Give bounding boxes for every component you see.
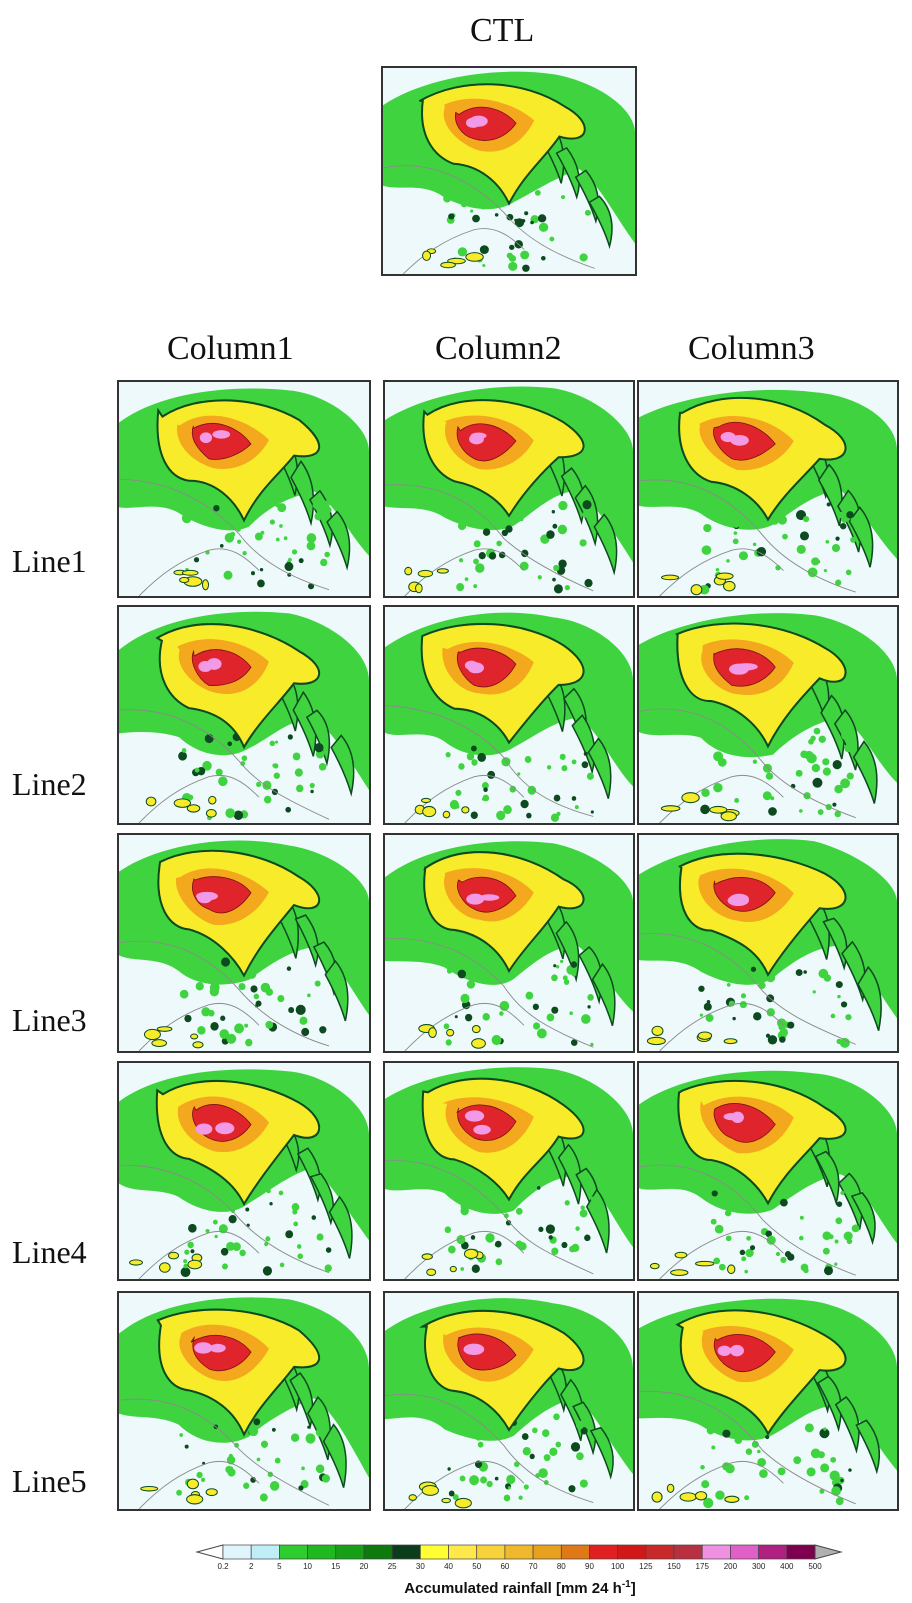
colorbar-bin bbox=[419, 1544, 449, 1560]
colorbar-tick-label: 150 bbox=[667, 1562, 681, 1571]
colorbar-left-arrow bbox=[195, 1544, 224, 1560]
row-label-1: Line1 bbox=[12, 543, 87, 579]
panel-line1-column3 bbox=[637, 380, 899, 598]
row-label-5: Line5 bbox=[12, 1463, 87, 1499]
colorbar-tick-label: 100 bbox=[611, 1562, 625, 1571]
colorbar: 0.2 2 5 10 15 20 25 30 40 50 60 70 80 90 100 125 150 175 2… bbox=[195, 1544, 843, 1597]
colorbar-tick-label: 30 bbox=[416, 1562, 425, 1571]
column-title-2: Column2 bbox=[435, 330, 562, 367]
colorbar-bin bbox=[279, 1544, 308, 1560]
colorbar-tick-label: 70 bbox=[529, 1562, 538, 1571]
colorbar-bin bbox=[391, 1544, 421, 1560]
colorbar-tick-label: 90 bbox=[585, 1562, 594, 1571]
colorbar-tick-label: 40 bbox=[444, 1562, 453, 1571]
colorbar-bin bbox=[448, 1544, 478, 1560]
colorbar-bin bbox=[758, 1544, 788, 1560]
colorbar-tick-label: 25 bbox=[388, 1562, 397, 1571]
colorbar-right-arrow bbox=[814, 1544, 843, 1560]
colorbar-bin bbox=[504, 1544, 534, 1560]
ctl-panel bbox=[381, 66, 637, 276]
colorbar-tick-label: 0.2 bbox=[217, 1562, 229, 1571]
colorbar-bin bbox=[476, 1544, 506, 1560]
colorbar-bin bbox=[335, 1544, 365, 1560]
colorbar-bin bbox=[645, 1544, 675, 1560]
colorbar-bin bbox=[363, 1544, 393, 1560]
colorbar-tick-label: 175 bbox=[696, 1562, 710, 1571]
panel-line4-column3 bbox=[637, 1061, 899, 1281]
colorbar-tick-label: 80 bbox=[557, 1562, 566, 1571]
panel-line1-column2 bbox=[383, 380, 635, 598]
row-label-2: Line2 bbox=[12, 766, 87, 802]
colorbar-bin bbox=[589, 1544, 619, 1560]
colorbar-tick-label: 20 bbox=[359, 1562, 368, 1571]
colorbar-tick-label: 500 bbox=[808, 1562, 822, 1571]
row-label-4: Line4 bbox=[12, 1234, 87, 1270]
colorbar-tick-label: 2 bbox=[249, 1562, 254, 1571]
column-title-3: Column3 bbox=[688, 330, 815, 367]
panel-line2-column1 bbox=[117, 605, 371, 825]
colorbar-bin bbox=[532, 1544, 562, 1560]
colorbar-bin bbox=[617, 1544, 647, 1560]
colorbar-bin bbox=[701, 1544, 731, 1560]
colorbar-tick-label: 125 bbox=[639, 1562, 653, 1571]
colorbar-tick-label: 5 bbox=[277, 1562, 282, 1571]
colorbar-bin bbox=[307, 1544, 337, 1560]
panel-line3-column2 bbox=[383, 833, 635, 1053]
colorbar-bin bbox=[250, 1544, 280, 1560]
panel-line2-column2 bbox=[383, 605, 635, 825]
panel-line3-column3 bbox=[637, 833, 899, 1053]
colorbar-bin bbox=[673, 1544, 703, 1560]
row-label-3: Line3 bbox=[12, 1002, 87, 1038]
colorbar-bin bbox=[560, 1544, 590, 1560]
panel-line5-column1 bbox=[117, 1291, 371, 1511]
colorbar-bin bbox=[730, 1544, 759, 1560]
panel-line5-column2 bbox=[383, 1291, 635, 1511]
colorbar-tick-label: 50 bbox=[472, 1562, 481, 1571]
panel-line1-column1 bbox=[117, 380, 371, 598]
panel-line5-column3 bbox=[637, 1291, 899, 1511]
colorbar-tick-label: 15 bbox=[331, 1562, 340, 1571]
colorbar-tick-label: 10 bbox=[303, 1562, 312, 1571]
colorbar-tick-label: 400 bbox=[780, 1562, 794, 1571]
panel-line2-column3 bbox=[637, 605, 899, 825]
colorbar-label: Accumulated rainfall [mm 24 h-1] bbox=[404, 1579, 635, 1597]
colorbar-tick-label: 200 bbox=[724, 1562, 738, 1571]
ctl-title: CTL bbox=[470, 12, 535, 49]
colorbar-bin bbox=[222, 1544, 252, 1560]
panel-line3-column1 bbox=[117, 833, 371, 1053]
colorbar-tick-label: 300 bbox=[752, 1562, 766, 1571]
column-title-1: Column1 bbox=[167, 330, 294, 367]
colorbar-bin bbox=[786, 1544, 816, 1560]
colorbar-tick-label: 60 bbox=[500, 1562, 509, 1571]
panel-line4-column1 bbox=[117, 1061, 371, 1281]
panel-line4-column2 bbox=[383, 1061, 635, 1281]
